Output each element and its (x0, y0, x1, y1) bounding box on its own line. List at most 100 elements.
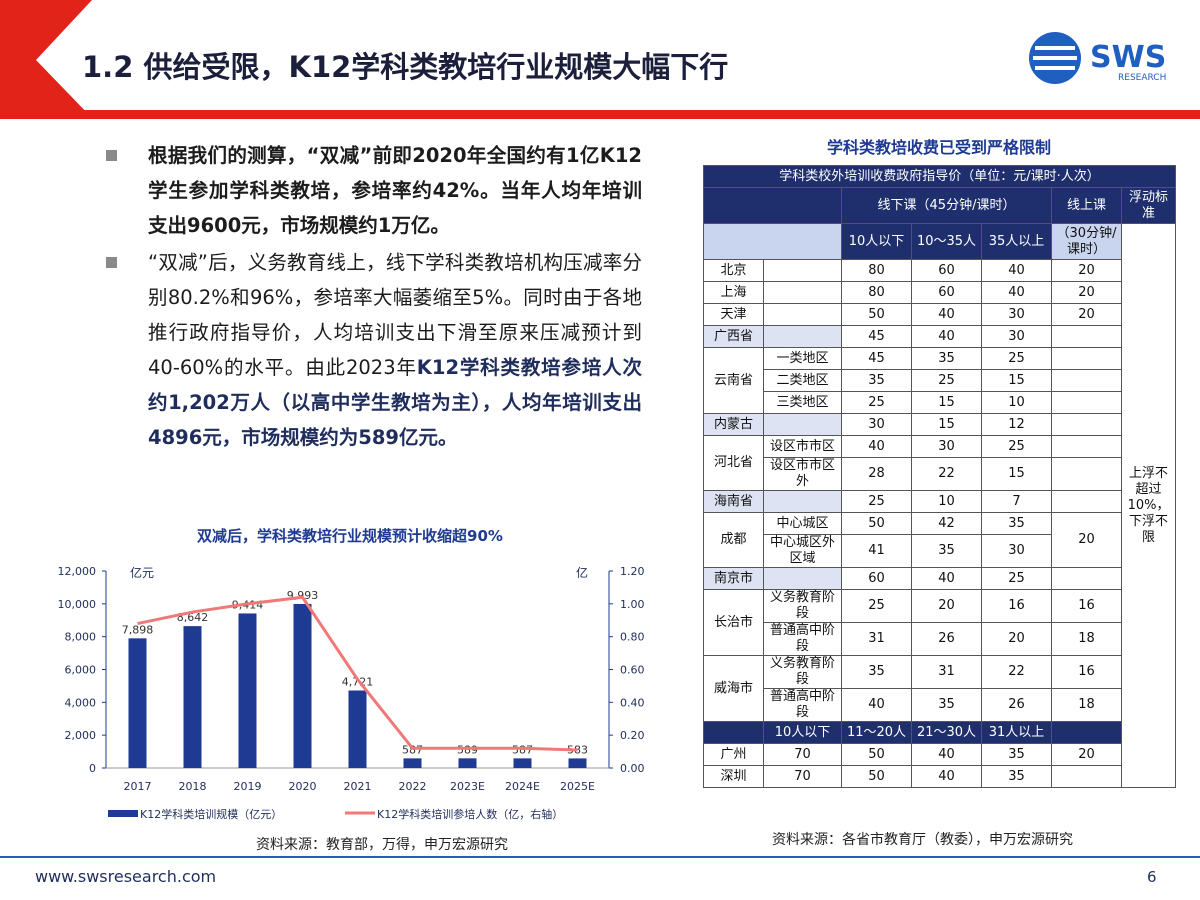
x-tick-label: 2017 (124, 780, 152, 793)
table-cell: 深圳 (703, 765, 764, 788)
y2-axis-label: 亿 (576, 565, 588, 580)
x-tick-label: 2025E (560, 780, 595, 793)
line (137, 595, 578, 752)
table-cell: 21～30人 (911, 721, 982, 744)
table-cell: 31 (911, 655, 982, 689)
footer-url: www.swsresearch.com (35, 867, 216, 886)
table-cell (703, 187, 842, 224)
table-cell: 义务教育阶段 (763, 589, 842, 623)
table-cell: 20 (1051, 281, 1122, 304)
y2-tick-label: 0.60 (620, 664, 645, 677)
table-cell: 50 (841, 512, 912, 535)
header-cell: 线上课 (1051, 187, 1122, 224)
table-cell (703, 721, 764, 744)
table-cell: 设区市市区外 (763, 457, 842, 491)
table-cell: 7 (981, 490, 1052, 513)
chart-title: 双减后，学科类教培行业规模预计收缩超90% (197, 527, 503, 545)
table-cell: 40 (911, 303, 982, 326)
table-cell: 10 (981, 391, 1052, 414)
table-cell: 南京市 (703, 567, 764, 590)
logo-text: SWS (1090, 40, 1166, 75)
table-cell: 一类地区 (763, 347, 842, 370)
table-cell: 40 (911, 325, 982, 348)
table-cell: 威海市 (703, 655, 764, 722)
table-cell (763, 490, 842, 513)
header-cell: 10～35人 (911, 223, 982, 260)
value-label: 587 (402, 743, 423, 756)
header-cell: （30分钟/课时） (1051, 223, 1122, 260)
y2-tick-label: 1.20 (620, 565, 645, 578)
table-cell: 中心城区外区域 (763, 534, 842, 568)
header-cell: 浮动标准 (1120, 187, 1177, 224)
y2-tick-label: 0.80 (620, 631, 645, 644)
table-cell: 40 (841, 688, 912, 722)
table-cell: 25 (841, 391, 912, 414)
table-cell: 30 (841, 413, 912, 436)
table-cell: 三类地区 (763, 391, 842, 414)
header-cell: 35人以上 (981, 223, 1052, 260)
bullet-text: 根据我们的测算，“双减”前即2020年全国约有1亿K12学生参加学科类教培，参培… (148, 144, 642, 237)
table-cell: 广西省 (703, 325, 764, 348)
table-cell: 25 (981, 435, 1052, 458)
value-label: 587 (512, 743, 533, 756)
table-cell: 35 (841, 655, 912, 689)
table-cell (1051, 413, 1122, 436)
header-cell: 线下课（45分钟/课时） (841, 187, 1052, 224)
table-cell: 70 (763, 743, 842, 766)
table-cell (763, 281, 842, 304)
table-cell: 河北省 (703, 435, 764, 491)
table-cell: 12 (981, 413, 1052, 436)
value-label: 589 (457, 743, 478, 756)
table-cell: 20 (1051, 303, 1122, 326)
page-number: 6 (1147, 868, 1157, 886)
table-cell: 16 (1051, 655, 1122, 689)
text-segment: “双减”后，义务教育线上，线下学科类教培机构压减率分别80.2%和96%，参培率… (148, 251, 642, 379)
table-cell: 天津 (703, 303, 764, 326)
table-cell: 35 (911, 534, 982, 568)
table-cell: 40 (981, 281, 1052, 304)
table-cell: 60 (841, 567, 912, 590)
table-cell: 42 (911, 512, 982, 535)
table-cell: 35 (981, 765, 1052, 788)
table-cell: 25 (911, 369, 982, 392)
table-cell: 内蒙古 (703, 413, 764, 436)
x-tick-label: 2020 (289, 780, 317, 793)
table-cell: 31人以上 (981, 721, 1052, 744)
table-source: 资料来源：各省市教育厅（教委），申万宏源研究 (772, 832, 1073, 848)
table-cell (1051, 457, 1122, 491)
table-cell: 40 (911, 743, 982, 766)
table-cell: 中心城区 (763, 512, 842, 535)
table-cell: 10人以下 (763, 721, 842, 744)
table-cell: 11～20人 (841, 721, 912, 744)
table-cell: 35 (981, 512, 1052, 535)
y2-tick-label: 0.00 (620, 762, 645, 775)
table-cell: 50 (841, 765, 912, 788)
table-cell (763, 303, 842, 326)
logo-subtext: RESEARCH (1118, 73, 1166, 83)
table-cell (763, 413, 842, 436)
bar (128, 638, 147, 768)
table-cell: 45 (841, 325, 912, 348)
table-cell: 上海 (703, 281, 764, 304)
table-cell: 26 (981, 688, 1052, 722)
y-tick-label: 6,000 (65, 664, 97, 677)
table-cell: 35 (911, 347, 982, 370)
y-tick-label: 2,000 (65, 729, 97, 742)
bar (348, 690, 367, 768)
table-cell: 二类地区 (763, 369, 842, 392)
table-cell: 长治市 (703, 589, 764, 656)
table-cell: 25 (981, 347, 1052, 370)
table-cell: 海南省 (703, 490, 764, 513)
table-cell: 20 (1051, 512, 1122, 568)
table-cell: 20 (1051, 259, 1122, 282)
y-tick-label: 0 (89, 762, 96, 775)
bar (403, 758, 422, 768)
x-tick-label: 2021 (344, 780, 372, 793)
table-cell: 22 (911, 457, 982, 491)
table-cell: 80 (841, 281, 912, 304)
logo-icon (1029, 32, 1081, 84)
table-cell (1051, 369, 1122, 392)
x-tick-label: 2019 (234, 780, 262, 793)
table-cell (1051, 567, 1122, 590)
